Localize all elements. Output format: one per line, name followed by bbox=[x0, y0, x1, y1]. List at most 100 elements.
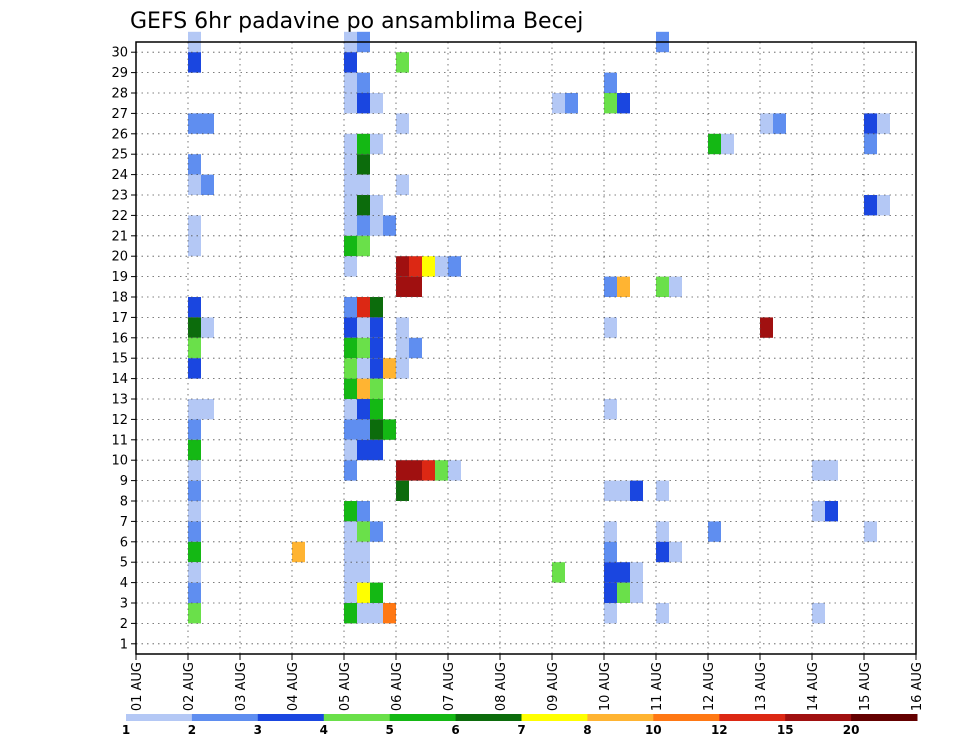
colorbar-label: 2 bbox=[188, 723, 196, 737]
heatmap-cell bbox=[760, 113, 773, 134]
heatmap-cell bbox=[357, 541, 370, 563]
heatmap-cell bbox=[604, 582, 617, 603]
heatmap-cell bbox=[188, 399, 201, 420]
x-tick-label: 13 AUG bbox=[754, 662, 769, 711]
heatmap-cell bbox=[617, 276, 630, 297]
heatmap-cell bbox=[396, 113, 409, 134]
heatmap-cell bbox=[188, 562, 201, 583]
heatmap-cell bbox=[396, 460, 409, 481]
heatmap-cell bbox=[344, 93, 357, 114]
heatmap-cell bbox=[825, 501, 838, 522]
heatmap-cell bbox=[357, 337, 370, 359]
heatmap-cell bbox=[383, 419, 396, 440]
y-tick-label: 19 bbox=[111, 270, 128, 285]
heatmap-cell bbox=[357, 603, 370, 624]
colorbar-label: 1 bbox=[122, 723, 130, 737]
heatmap-cell bbox=[188, 501, 201, 522]
heatmap-cell bbox=[201, 113, 214, 134]
colorbar-label: 20 bbox=[843, 723, 860, 737]
heatmap-cell bbox=[344, 358, 357, 379]
heatmap-cell bbox=[188, 521, 201, 542]
colorbar-swatch bbox=[126, 714, 193, 721]
heatmap-cell bbox=[396, 276, 409, 297]
heatmap-cell bbox=[357, 297, 370, 318]
heatmap-cell bbox=[656, 521, 669, 542]
heatmap-cell bbox=[370, 297, 383, 318]
colorbar-swatch bbox=[587, 714, 654, 721]
heatmap-cell bbox=[357, 72, 370, 93]
colorbar-label: 6 bbox=[451, 723, 459, 737]
heatmap-cell bbox=[773, 113, 786, 134]
heatmap-cell bbox=[448, 460, 461, 481]
heatmap-cell bbox=[552, 562, 565, 583]
heatmap-cell bbox=[188, 235, 201, 257]
heatmap-cell bbox=[344, 52, 357, 73]
heatmap-cell bbox=[357, 399, 370, 420]
y-tick-label: 7 bbox=[120, 515, 128, 530]
heatmap-cell bbox=[188, 297, 201, 318]
heatmap-cell bbox=[357, 562, 370, 583]
y-tick-label: 13 bbox=[111, 393, 128, 408]
heatmap-cell bbox=[604, 399, 617, 420]
heatmap-cell bbox=[357, 419, 370, 440]
heatmap-cell bbox=[370, 419, 383, 440]
heatmap-cell bbox=[188, 154, 201, 175]
heatmap-cell bbox=[656, 480, 669, 501]
heatmap-cell bbox=[604, 72, 617, 93]
heatmap-cell bbox=[344, 154, 357, 175]
colorbar-swatch bbox=[851, 714, 918, 721]
colorbar: 1 2 3 4 5 6 7 8 10 12 15 20 bbox=[122, 714, 918, 737]
heatmap-cell bbox=[357, 154, 370, 175]
heatmap-cell bbox=[188, 582, 201, 603]
heatmap-cell bbox=[864, 133, 877, 155]
y-tick-label: 18 bbox=[111, 291, 128, 306]
heatmap-cell bbox=[422, 256, 435, 277]
colorbar-label: 7 bbox=[517, 723, 525, 737]
plot-frame bbox=[135, 41, 917, 655]
y-tick-label: 6 bbox=[120, 535, 128, 550]
heatmap-cell bbox=[383, 215, 396, 236]
y-tick-label: 28 bbox=[111, 87, 128, 102]
x-tick-label: 02 AUG bbox=[182, 662, 197, 711]
y-axis-ticks: 1234567891011121314151617181920212223242… bbox=[111, 46, 136, 652]
y-tick-label: 8 bbox=[120, 495, 128, 510]
heatmap-cell bbox=[370, 358, 383, 379]
heatmap-cell bbox=[344, 501, 357, 522]
heatmap-cell bbox=[188, 317, 201, 338]
heatmap-cell bbox=[812, 460, 825, 481]
heatmap-cell bbox=[864, 113, 877, 134]
heatmap-cell bbox=[669, 276, 682, 297]
y-tick-label: 11 bbox=[111, 433, 128, 448]
heatmap-cell bbox=[344, 521, 357, 542]
heatmap-cells bbox=[188, 31, 890, 624]
y-tick-label: 25 bbox=[111, 148, 128, 163]
y-tick-label: 26 bbox=[111, 127, 128, 142]
heatmap-cell bbox=[370, 93, 383, 114]
heatmap-cell bbox=[201, 399, 214, 420]
y-tick-label: 1 bbox=[120, 637, 128, 652]
x-tick-label: 15 AUG bbox=[858, 662, 873, 711]
x-tick-label: 04 AUG bbox=[286, 662, 301, 711]
x-tick-label: 12 AUG bbox=[702, 662, 717, 711]
y-tick-label: 2 bbox=[120, 617, 128, 632]
heatmap-cell bbox=[370, 521, 383, 542]
heatmap-cell bbox=[188, 419, 201, 440]
colorbar-label: 4 bbox=[320, 723, 328, 737]
colorbar-swatch bbox=[719, 714, 786, 721]
heatmap-cell bbox=[721, 133, 734, 155]
heatmap-cell bbox=[357, 195, 370, 216]
heatmap-cell bbox=[344, 541, 357, 563]
heatmap-cell bbox=[344, 337, 357, 359]
heatmap-cell bbox=[344, 195, 357, 216]
colorbar-label: 5 bbox=[386, 723, 394, 737]
y-tick-label: 5 bbox=[120, 556, 128, 571]
heatmap-cell bbox=[396, 358, 409, 379]
heatmap-cell bbox=[617, 93, 630, 114]
heatmap-cell bbox=[370, 195, 383, 216]
colorbar-label: 10 bbox=[645, 723, 662, 737]
x-tick-label: 09 AUG bbox=[546, 662, 561, 711]
heatmap-cell bbox=[396, 256, 409, 277]
y-tick-label: 29 bbox=[111, 66, 128, 81]
y-tick-label: 14 bbox=[111, 372, 128, 387]
